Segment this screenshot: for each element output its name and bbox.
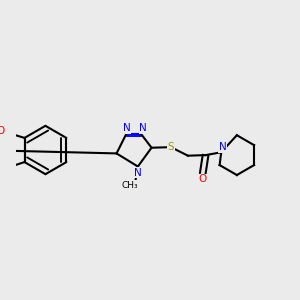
- Text: N: N: [134, 168, 142, 178]
- Text: O: O: [198, 174, 207, 184]
- Text: N: N: [139, 123, 147, 134]
- Text: N: N: [123, 123, 130, 134]
- Text: CH₃: CH₃: [122, 181, 138, 190]
- Text: N: N: [219, 142, 226, 152]
- Text: O: O: [0, 126, 5, 136]
- Text: S: S: [168, 142, 175, 152]
